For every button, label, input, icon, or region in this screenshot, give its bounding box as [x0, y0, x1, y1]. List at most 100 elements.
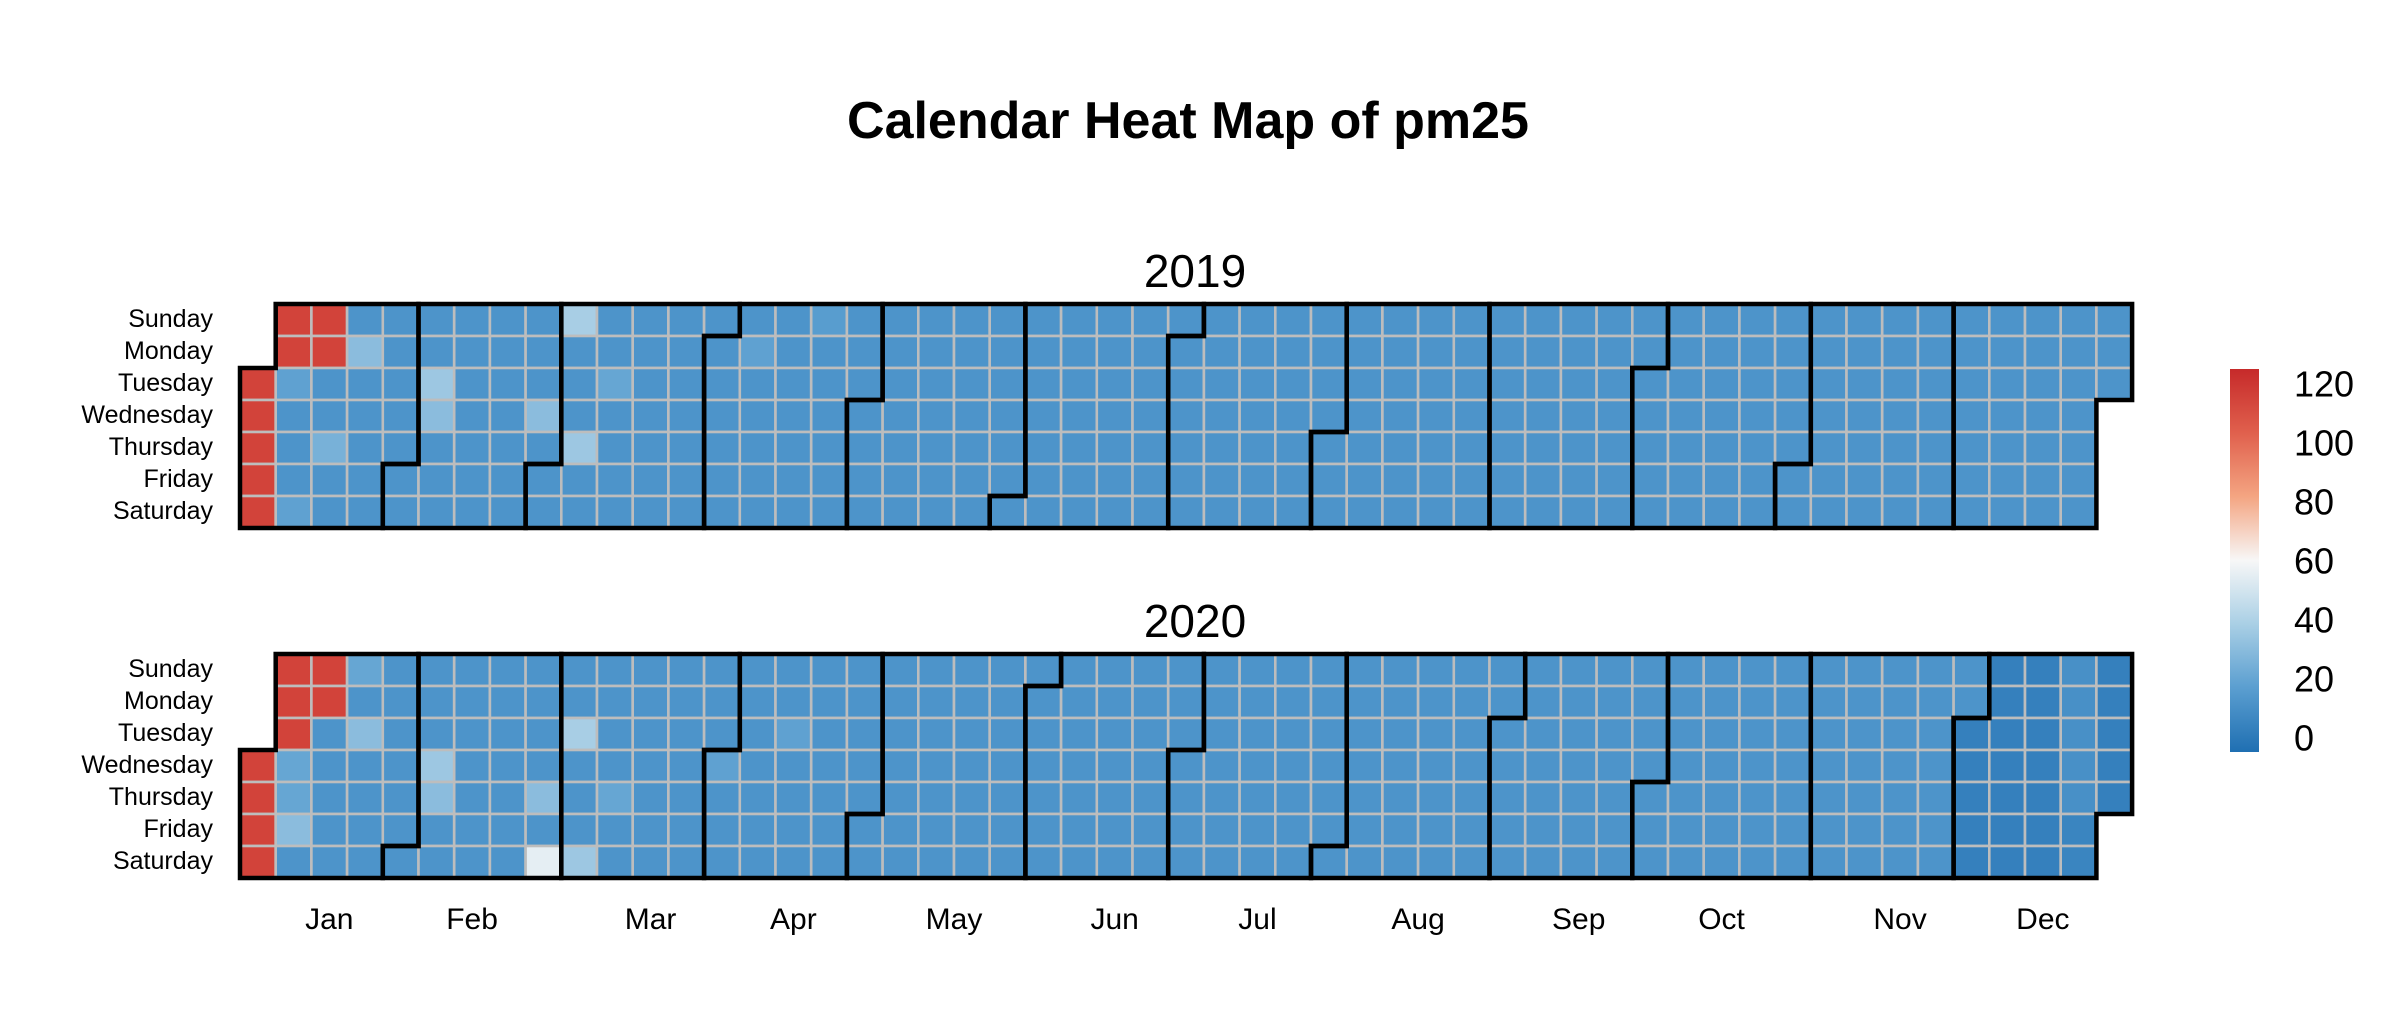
- day-cell: [988, 302, 1027, 338]
- day-cell: [2059, 748, 2098, 784]
- day-cell: [1166, 430, 1206, 466]
- weekday-label: Saturday: [113, 847, 214, 875]
- day-cell: [1523, 366, 1563, 402]
- day-cell: [1880, 366, 1920, 402]
- day-cell: [774, 366, 813, 402]
- day-cell: [1345, 684, 1384, 720]
- day-cell: [1452, 334, 1491, 370]
- day-cell: [1452, 494, 1491, 530]
- day-cell: [1416, 462, 1456, 498]
- day-cell: [1416, 398, 1456, 434]
- day-cell: [702, 652, 742, 688]
- day-cell: [1738, 780, 1777, 816]
- day-cell: [1595, 398, 1634, 434]
- day-cell: [845, 844, 884, 880]
- day-cell: [667, 844, 706, 880]
- day-cell: [1381, 652, 1420, 688]
- day-cell: [1095, 780, 1134, 816]
- day-cell: [1880, 812, 1920, 848]
- day-cell: [1309, 748, 1349, 784]
- day-cell: [1952, 430, 1991, 466]
- day-cell: [238, 494, 278, 530]
- day-cell: [1416, 844, 1456, 880]
- day-cell: [809, 302, 849, 338]
- day-cell: [916, 366, 956, 402]
- day-cell: [916, 494, 956, 530]
- day-cell: [1238, 430, 1277, 466]
- day-cell: [1202, 844, 1241, 880]
- day-cell: [702, 366, 742, 402]
- day-cell: [1452, 462, 1491, 498]
- day-cell: [1702, 334, 1741, 370]
- weekday-label: Tuesday: [118, 369, 213, 397]
- day-cell: [345, 812, 385, 848]
- day-cell: [452, 398, 492, 434]
- day-cell: [1738, 494, 1777, 530]
- day-cell: [1345, 334, 1384, 370]
- day-cell: [738, 780, 777, 816]
- day-cell: [738, 334, 777, 370]
- day-cell: [631, 652, 670, 688]
- day-cell: [524, 494, 563, 530]
- day-cell: [952, 844, 992, 880]
- day-cell: [881, 652, 920, 688]
- day-cell: [1452, 748, 1491, 784]
- day-cell: [1488, 844, 1527, 880]
- day-cell: [1416, 334, 1456, 370]
- day-cell: [1345, 812, 1384, 848]
- day-cell: [1702, 812, 1741, 848]
- day-cell: [1059, 398, 1099, 434]
- day-cell: [1059, 366, 1099, 402]
- day-cell: [1166, 716, 1206, 752]
- day-cell: [1381, 366, 1420, 402]
- day-cell: [738, 494, 777, 530]
- day-cell: [1309, 398, 1349, 434]
- day-cell: [1916, 684, 1955, 720]
- month-boundaries: [237, 301, 2135, 531]
- day-cell: [1666, 462, 1706, 498]
- day-cell: [1773, 462, 1813, 498]
- day-cell: [310, 844, 349, 880]
- day-cell: [1274, 652, 1313, 688]
- day-cell: [1631, 748, 1670, 784]
- day-cell: [988, 684, 1027, 720]
- day-cell: [1202, 812, 1241, 848]
- day-cell: [1738, 302, 1777, 338]
- day-cell: [1916, 844, 1955, 880]
- day-cell: [1202, 366, 1241, 402]
- day-cell: [1809, 462, 1848, 498]
- day-cell: [274, 366, 313, 402]
- day-cell: [1381, 684, 1420, 720]
- day-cell: [1523, 812, 1563, 848]
- day-cell: [988, 748, 1027, 784]
- month-label: May: [926, 903, 983, 936]
- day-cell: [1274, 812, 1313, 848]
- day-cell: [488, 430, 527, 466]
- day-cell: [1024, 652, 1063, 688]
- day-cell: [1523, 430, 1563, 466]
- day-cell: [345, 716, 385, 752]
- day-cell: [1631, 716, 1670, 752]
- day-cell: [559, 366, 599, 402]
- day-cell: [2023, 812, 2063, 848]
- day-cell: [702, 844, 742, 880]
- day-cell: [559, 748, 599, 784]
- weekday-label: Sunday: [128, 655, 213, 683]
- day-cell: [1024, 334, 1063, 370]
- day-cell: [1095, 302, 1134, 338]
- day-cell: [1809, 780, 1848, 816]
- day-cell: [952, 366, 992, 402]
- day-cell: [1702, 844, 1741, 880]
- day-cell: [274, 716, 313, 752]
- day-cell: [1631, 652, 1670, 688]
- day-cell: [345, 748, 385, 784]
- day-cell: [1202, 398, 1241, 434]
- day-cell: [310, 716, 349, 752]
- day-cell: [2023, 398, 2063, 434]
- day-cell: [1381, 462, 1420, 498]
- weekday-label: Monday: [124, 687, 213, 715]
- day-cell: [1381, 780, 1420, 816]
- day-cell: [667, 430, 706, 466]
- day-cell: [345, 462, 385, 498]
